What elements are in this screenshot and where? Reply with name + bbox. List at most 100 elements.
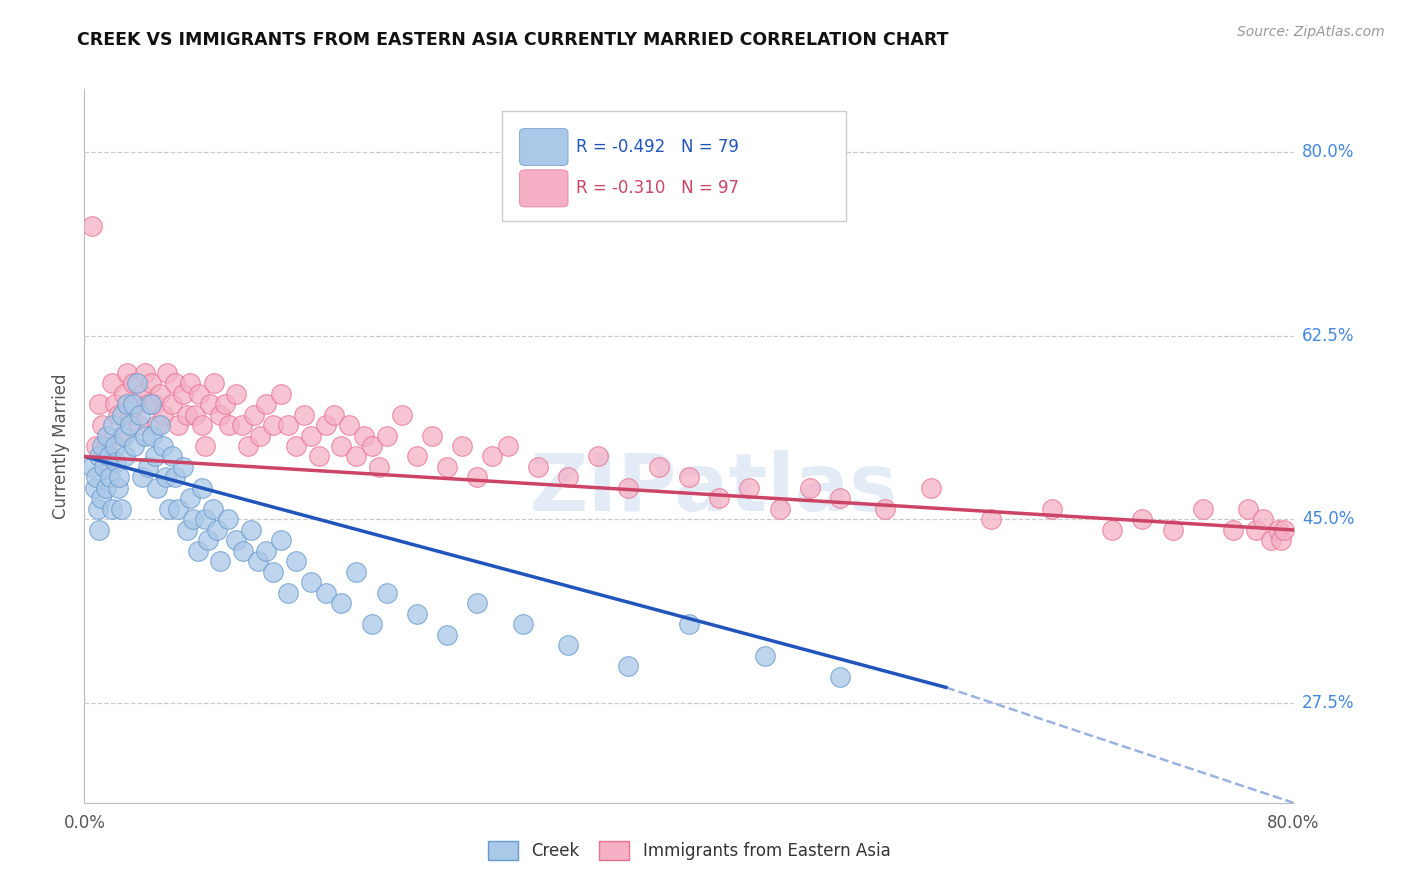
Point <box>96 428 118 442</box>
Text: 62.5%: 62.5% <box>1302 326 1354 345</box>
Point <box>1192 502 1215 516</box>
Text: CREEK VS IMMIGRANTS FROM EASTERN ASIA CURRENTLY MARRIED CORRELATION CHART: CREEK VS IMMIGRANTS FROM EASTERN ASIA CU… <box>77 31 949 49</box>
Point <box>1101 523 1123 537</box>
Point <box>920 481 942 495</box>
Point <box>207 523 229 537</box>
Point <box>1130 512 1153 526</box>
Point <box>617 659 640 673</box>
Point <box>420 428 443 442</box>
Point <box>91 439 114 453</box>
Point <box>152 439 174 453</box>
Point <box>315 417 337 432</box>
Point <box>225 533 247 548</box>
Point <box>197 533 219 548</box>
Text: 45.0%: 45.0% <box>1302 510 1354 528</box>
Point <box>277 417 299 432</box>
Point <box>375 586 398 600</box>
Point <box>94 439 117 453</box>
Point <box>201 502 224 516</box>
Point <box>709 491 731 506</box>
Point <box>115 397 138 411</box>
Point <box>292 408 315 422</box>
Point <box>188 386 211 401</box>
Point <box>270 533 292 548</box>
Point <box>172 386 194 401</box>
Point <box>209 554 232 568</box>
Point <box>146 481 169 495</box>
Point <box>467 596 489 610</box>
Point <box>93 460 115 475</box>
Point <box>1222 523 1244 537</box>
Point <box>249 428 271 442</box>
Point <box>134 366 156 380</box>
Point <box>496 439 519 453</box>
Point <box>114 450 136 464</box>
Point <box>799 481 821 495</box>
Point <box>406 450 429 464</box>
Point <box>353 428 375 442</box>
Point <box>194 512 217 526</box>
Point <box>467 470 489 484</box>
Point <box>145 450 167 464</box>
Point <box>142 397 165 411</box>
Point <box>368 460 391 475</box>
Point <box>254 544 277 558</box>
Point <box>299 575 322 590</box>
Point <box>160 397 183 411</box>
Point <box>121 397 143 411</box>
Point <box>191 481 214 495</box>
Point <box>89 397 111 411</box>
Point <box>299 428 322 442</box>
Point <box>360 439 382 453</box>
Point <box>481 450 503 464</box>
Point <box>322 408 344 422</box>
Point <box>1267 523 1289 537</box>
Point <box>738 481 761 495</box>
Text: ZIPatlas: ZIPatlas <box>529 450 897 528</box>
Text: Source: ZipAtlas.com: Source: ZipAtlas.com <box>1237 25 1385 39</box>
Point <box>100 502 122 516</box>
Point <box>1040 502 1063 516</box>
Point <box>165 470 187 484</box>
Point <box>131 470 153 484</box>
Point <box>406 607 429 621</box>
Point <box>375 428 398 442</box>
Point <box>678 617 700 632</box>
Point <box>1237 502 1260 516</box>
Point <box>557 470 579 484</box>
Point <box>754 648 776 663</box>
Point <box>107 481 129 495</box>
Point <box>118 417 141 432</box>
Point <box>80 460 103 475</box>
Point <box>105 455 128 469</box>
Point <box>232 544 254 558</box>
Point <box>146 417 169 432</box>
Point <box>86 439 108 453</box>
Point <box>172 460 194 475</box>
Point <box>129 408 152 422</box>
Text: R = -0.492   N = 79: R = -0.492 N = 79 <box>576 138 740 156</box>
Point <box>179 376 201 390</box>
Point <box>648 460 671 475</box>
Point <box>242 408 264 422</box>
Point <box>198 397 221 411</box>
Point <box>104 439 127 453</box>
Point <box>980 512 1002 526</box>
Point <box>769 502 792 516</box>
Point <box>121 376 143 390</box>
Point <box>136 460 159 475</box>
Point <box>101 417 124 432</box>
Point <box>98 470 121 484</box>
Point <box>527 460 550 475</box>
Point <box>617 481 640 495</box>
Point <box>1244 523 1267 537</box>
Point <box>217 512 239 526</box>
Point <box>108 470 131 484</box>
Point <box>1161 523 1184 537</box>
Point <box>183 408 205 422</box>
Point <box>167 502 190 516</box>
Point <box>91 417 114 432</box>
Point <box>136 397 159 411</box>
Point <box>152 408 174 422</box>
Point <box>236 439 259 453</box>
